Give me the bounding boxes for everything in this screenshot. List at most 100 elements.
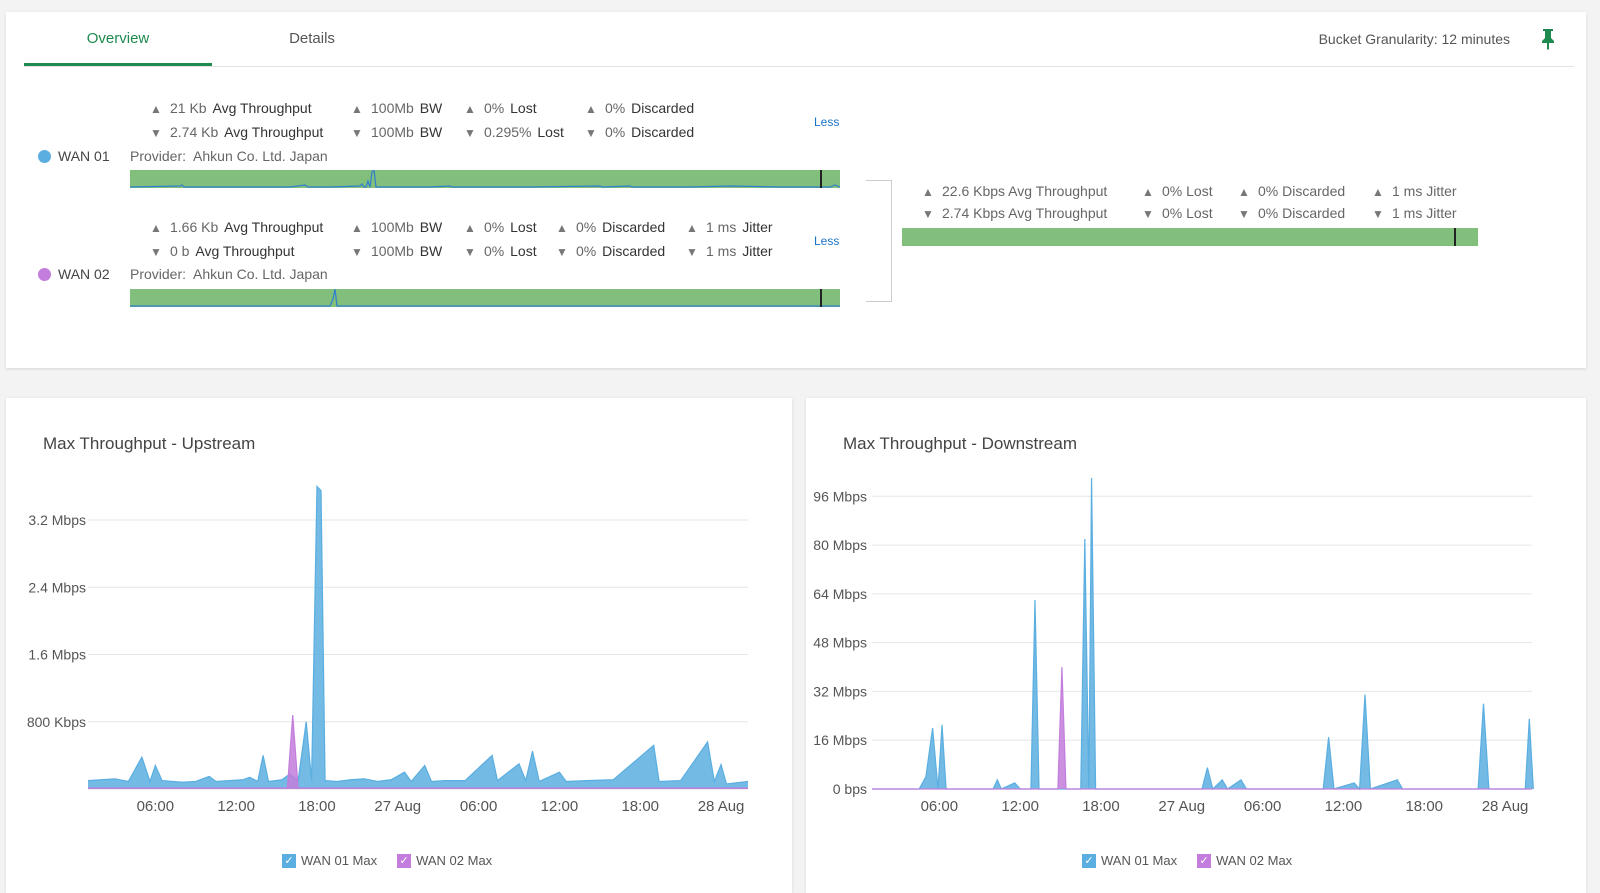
wan02-up-bw: ▲ 100Mb BW <box>351 219 443 235</box>
series-area-wan02 <box>872 667 1532 789</box>
legend-wan02-max[interactable]: ✓ WAN 02 Max <box>397 853 492 868</box>
wan01-up-lost: ▲ 0% Lost <box>464 100 537 116</box>
combined-down-jitter: ▼ 1 ms Jitter <box>1372 205 1457 221</box>
combined-up-discarded: ▲ 0% Discarded <box>1238 183 1346 199</box>
pin-icon[interactable] <box>1538 28 1558 50</box>
triangle-down-icon: ▼ <box>1238 207 1250 221</box>
wan01-up-bw: ▲ 100Mb BW <box>351 100 443 116</box>
wan02-down-lost: ▼ 0% Lost <box>464 243 537 259</box>
combined-down-throughput: ▼ 2.74 Kbps Avg Throughput <box>922 205 1108 221</box>
tab-overview[interactable]: Overview <box>86 30 150 47</box>
wan02-less-link[interactable]: Less <box>814 234 840 248</box>
combined-bracket <box>866 180 892 302</box>
tab-details[interactable]: Details <box>289 30 335 47</box>
y-tick-label: 0 bps <box>833 781 867 797</box>
wan02-up-throughput: ▲ 1.66 Kb Avg Throughput <box>150 219 324 235</box>
downstream-chart-title: Max Throughput - Downstream <box>843 434 1078 453</box>
wan02-label[interactable]: WAN 02 <box>38 266 110 282</box>
checkbox-checked-icon: ✓ <box>397 853 412 868</box>
x-tick-label: 28 Aug <box>1482 798 1529 815</box>
tab-divider <box>24 66 1574 67</box>
summary-card: Overview Details Bucket Granularity: 12 … <box>6 12 1586 368</box>
combined-up-jitter: ▲ 1 ms Jitter <box>1372 183 1457 199</box>
combined-down-lost: ▼ 0% Lost <box>1142 205 1213 221</box>
series-line-wan01 <box>872 477 1534 791</box>
series-line-wan01 <box>87 484 749 785</box>
wan01-down-bw: ▼ 100Mb BW <box>351 124 443 140</box>
legend-wan01-max[interactable]: ✓ WAN 01 Max <box>1082 853 1177 868</box>
wan02-sparkline <box>130 289 840 307</box>
x-tick-label: 18:00 <box>621 798 659 815</box>
wan02-down-discarded: ▼ 0% Discarded <box>556 243 666 259</box>
legend-wan02-max[interactable]: ✓ WAN 02 Max <box>1197 853 1292 868</box>
x-tick-label: 27 Aug <box>1158 798 1205 815</box>
wan02-down-bw: ▼ 100Mb BW <box>351 243 443 259</box>
triangle-up-icon: ▲ <box>1238 185 1250 199</box>
x-tick-label: 28 Aug <box>698 798 745 815</box>
y-tick-label: 64 Mbps <box>813 586 867 602</box>
legend-wan01-max[interactable]: ✓ WAN 01 Max <box>282 853 377 868</box>
triangle-down-icon: ▼ <box>464 126 476 140</box>
wan01-up-discarded: ▲ 0% Discarded <box>585 100 695 116</box>
upstream-legend: ✓ WAN 01 Max ✓ WAN 02 Max <box>282 853 512 868</box>
wan01-sparkline <box>130 170 840 188</box>
x-tick-label: 27 Aug <box>374 798 421 815</box>
series-area-wan01 <box>872 478 1534 789</box>
y-tick-label: 2.4 Mbps <box>28 579 86 595</box>
wan01-provider: Provider: Ahkun Co. Ltd. Japan <box>130 148 328 164</box>
wan02-provider: Provider: Ahkun Co. Ltd. Japan <box>130 266 328 282</box>
x-tick-label: 18:00 <box>1082 798 1120 815</box>
combined-timeline-bar[interactable] <box>902 228 1478 246</box>
upstream-chart-title: Max Throughput - Upstream <box>43 434 256 453</box>
y-tick-label: 1.6 Mbps <box>28 647 86 663</box>
wan02-up-jitter: ▲ 1 ms Jitter <box>686 219 773 235</box>
wan01-timeline-bar[interactable] <box>130 170 840 188</box>
triangle-down-icon: ▼ <box>150 126 162 140</box>
triangle-down-icon: ▼ <box>686 245 698 259</box>
wan02-down-throughput: ▼ 0 b Avg Throughput <box>150 243 295 259</box>
x-tick-label: 06:00 <box>921 798 959 815</box>
downstream-chart[interactable]: 0 bps 16 Mbps 32 Mbps 48 Mbps 64 Mbps 80 Mbps… <box>806 398 1586 838</box>
triangle-up-icon: ▲ <box>150 221 162 235</box>
y-tick-label: 3.2 Mbps <box>28 512 86 528</box>
series-area-wan01 <box>88 486 748 789</box>
x-tick-label: 12:00 <box>1325 798 1363 815</box>
wan01-up-throughput: ▲ 21 Kb Avg Throughput <box>150 100 312 116</box>
wan02-bar-marker <box>820 289 822 307</box>
y-tick-label: 80 Mbps <box>813 537 867 553</box>
triangle-up-icon: ▲ <box>585 102 597 116</box>
triangle-up-icon: ▲ <box>1372 185 1384 199</box>
wan01-label[interactable]: WAN 01 <box>38 148 110 164</box>
combined-bar-marker <box>1454 228 1456 246</box>
triangle-down-icon: ▼ <box>351 126 363 140</box>
combined-down-discarded: ▼ 0% Discarded <box>1238 205 1346 221</box>
checkbox-checked-icon: ✓ <box>282 853 296 868</box>
downstream-legend: ✓ WAN 01 Max ✓ WAN 02 Max <box>1082 853 1312 868</box>
triangle-up-icon: ▲ <box>351 102 363 116</box>
x-tick-label: 06:00 <box>137 798 175 815</box>
y-tick-label: 96 Mbps <box>813 488 867 504</box>
wan02-up-lost: ▲ 0% Lost <box>464 219 537 235</box>
x-tick-label: 18:00 <box>298 798 336 815</box>
x-tick-label: 06:00 <box>460 798 498 815</box>
x-tick-label: 12:00 <box>541 798 579 815</box>
checkbox-checked-icon: ✓ <box>1197 853 1212 868</box>
wan01-less-link[interactable]: Less <box>814 115 840 129</box>
downstream-chart-card: Max Throughput - Downstream 0 bps 16 Mbps… <box>806 398 1586 893</box>
triangle-down-icon: ▼ <box>464 245 476 259</box>
wan02-up-discarded: ▲ 0% Discarded <box>556 219 666 235</box>
triangle-up-icon: ▲ <box>150 102 162 116</box>
wan01-color-dot <box>38 149 51 163</box>
triangle-down-icon: ▼ <box>1372 207 1384 221</box>
triangle-up-icon: ▲ <box>464 221 476 235</box>
triangle-down-icon: ▼ <box>351 245 363 259</box>
combined-up-throughput: ▲ 22.6 Kbps Avg Throughput <box>922 183 1108 199</box>
triangle-up-icon: ▲ <box>464 102 476 116</box>
y-tick-label: 32 Mbps <box>813 683 867 699</box>
series-line-wan02 <box>88 714 748 789</box>
wan01-down-discarded: ▼ 0% Discarded <box>585 124 695 140</box>
wan01-down-throughput: ▼ 2.74 Kb Avg Throughput <box>150 124 324 140</box>
wan02-timeline-bar[interactable] <box>130 289 840 307</box>
wan01-down-lost: ▼ 0.295% Lost <box>464 124 564 140</box>
upstream-chart[interactable]: 800 Kbps 1.6 Mbps 2.4 Mbps 3.2 Mbps 06:00 12:… <box>6 398 792 838</box>
